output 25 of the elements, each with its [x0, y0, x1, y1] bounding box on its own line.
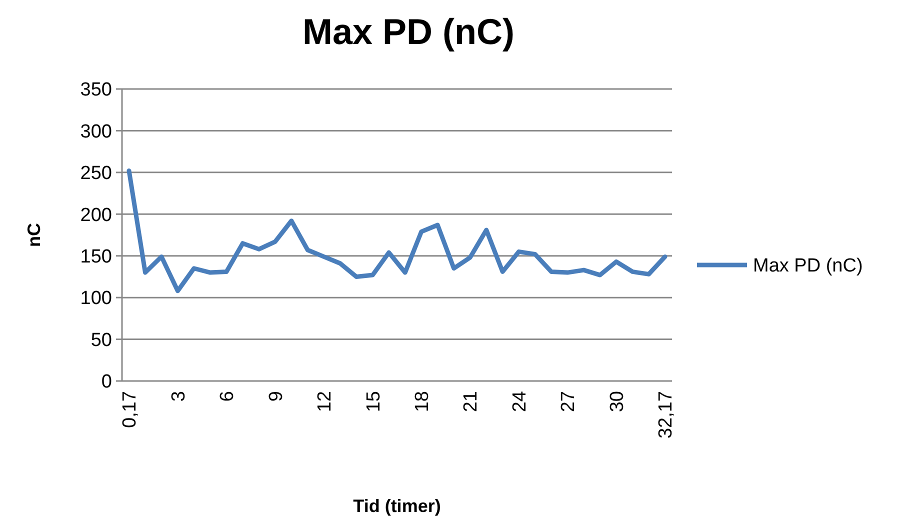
legend-label: Max PD (nC) [753, 256, 863, 277]
x-tick-label: 15 [363, 391, 384, 412]
x-tick-label: 27 [558, 391, 580, 412]
x-tick-label: 6 [217, 391, 238, 402]
y-tick-label: 300 [80, 121, 112, 142]
y-tick-label: 0 [101, 372, 112, 393]
y-tick-label: 250 [80, 163, 112, 184]
y-tick-label: 50 [90, 330, 112, 351]
x-tick-label: 9 [266, 391, 287, 402]
x-tick-label: 3 [168, 391, 190, 402]
x-tick-label: 0,17 [120, 391, 141, 428]
line-series [126, 168, 668, 294]
chart-title: Max PD (nC) [302, 11, 515, 52]
y-tick-label: 350 [80, 80, 112, 101]
x-tick-label: 21 [460, 391, 482, 412]
x-tick-label: 30 [606, 391, 628, 412]
x-tick-label: 24 [509, 390, 530, 412]
x-tick-label: 12 [314, 391, 336, 412]
x-tick-label: 32,17 [656, 391, 677, 439]
y-axis-title: nC [24, 223, 44, 247]
y-tick-label: 150 [80, 246, 112, 268]
x-tick-label: 18 [412, 391, 434, 412]
y-tick-label: 200 [80, 204, 112, 226]
x-axis-title: Tid (timer) [353, 496, 441, 516]
y-tick-label: 100 [80, 288, 112, 310]
